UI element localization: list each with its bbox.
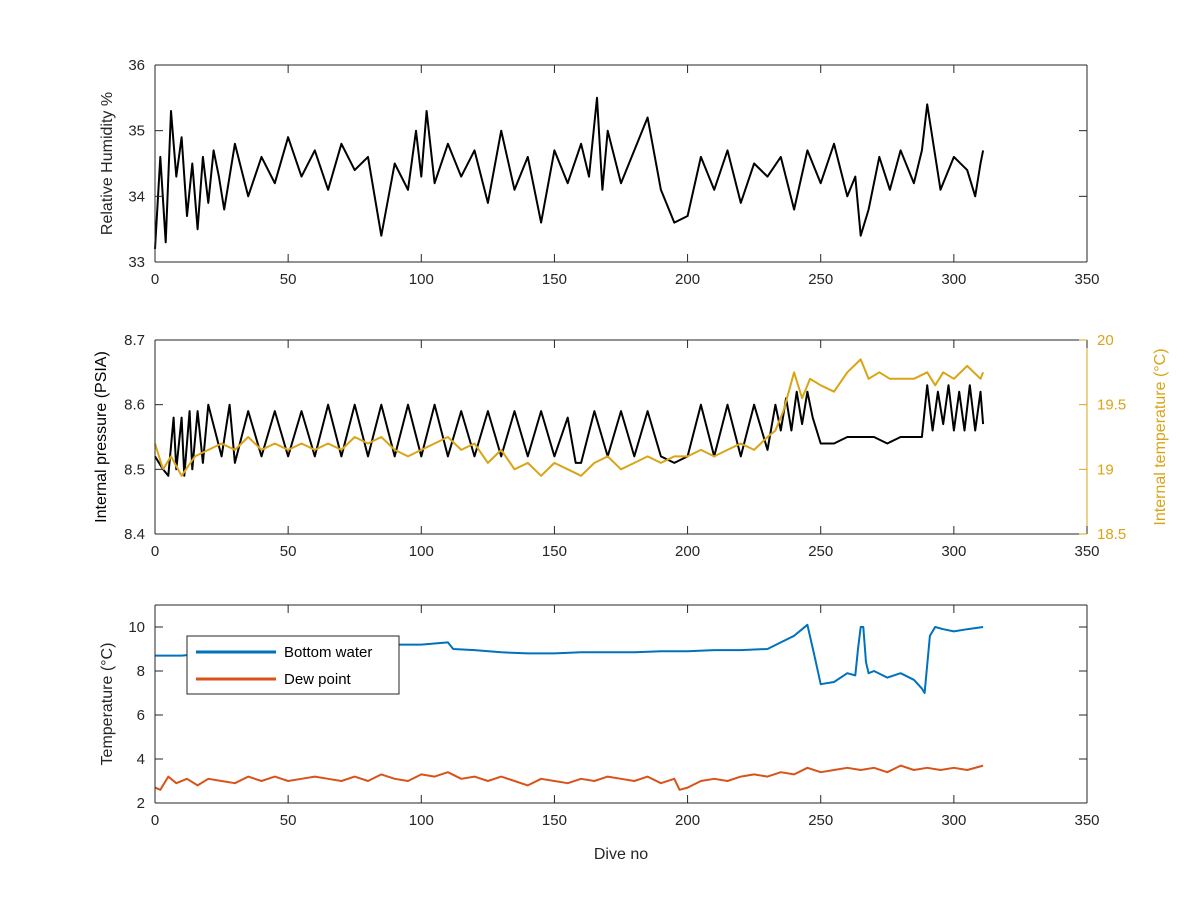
y-tick-label: 4 xyxy=(137,751,145,768)
x-tick-label: 0 xyxy=(151,271,159,288)
y-tick-label: 8.4 xyxy=(124,526,145,543)
x-tick-label: 200 xyxy=(675,812,700,829)
y-tick-label: 8 xyxy=(137,663,145,680)
x-tick-label: 250 xyxy=(808,812,833,829)
x-tick-label: 150 xyxy=(542,543,567,560)
x-tick-label: 50 xyxy=(280,812,297,829)
y2-axis-label: Internal temperature (°C) xyxy=(1152,348,1169,525)
x-tick-label: 150 xyxy=(542,271,567,288)
x-axis-label: Dive no xyxy=(594,846,648,863)
x-tick-label: 350 xyxy=(1074,812,1099,829)
series-line-temperature xyxy=(154,358,985,477)
x-tick-label: 200 xyxy=(675,271,700,288)
y-tick-label: 8.6 xyxy=(124,397,145,414)
x-tick-label: 0 xyxy=(151,543,159,560)
subplot-humidity: 0 50 100 150 200 250 300 350 33 34 35 36 Relative Hu… xyxy=(99,57,1100,288)
y-tick-label: 36 xyxy=(128,57,145,74)
y-tick-label: 10 xyxy=(128,619,145,636)
x-tick-label: 100 xyxy=(409,812,434,829)
y2-tick-label: 19 xyxy=(1097,461,1114,478)
x-tick-label: 350 xyxy=(1074,271,1099,288)
y-tick-label: 34 xyxy=(128,188,145,205)
y-tick-label: 8.7 xyxy=(124,332,145,349)
x-tick-label: 350 xyxy=(1074,543,1099,560)
x-tick-label: 0 xyxy=(151,812,159,829)
x-tick-label: 300 xyxy=(941,271,966,288)
x-tick-label: 100 xyxy=(409,271,434,288)
x-tick-label: 300 xyxy=(941,812,966,829)
y-axis-label: Temperature (°C) xyxy=(99,643,116,766)
legend-box xyxy=(186,635,400,695)
x-tick-label: 250 xyxy=(808,543,833,560)
legend-label-bottom-water: Bottom water xyxy=(284,644,372,661)
x-tick-label: 250 xyxy=(808,271,833,288)
y-tick-label: 35 xyxy=(128,123,145,140)
y2-tick-label: 20 xyxy=(1097,332,1114,349)
y-axis-label: Relative Humidity % xyxy=(99,92,116,235)
legend: Bottom water Dew point xyxy=(186,635,400,695)
x-tick-label: 300 xyxy=(941,543,966,560)
subplot-temperature: 0 50 100 150 200 250 300 350 2 4 6 8 10 Temperature (… xyxy=(99,604,1100,863)
x-tick-label: 150 xyxy=(542,812,567,829)
y-tick-label: 8.5 xyxy=(124,461,145,478)
series-line-humidity xyxy=(154,96,985,249)
y-tick-label: 6 xyxy=(137,707,145,724)
x-tick-label: 200 xyxy=(675,543,700,560)
subplot-pressure: 0 50 100 150 200 250 300 350 8.4 8.5 8.6 8.7 18.5 19 1… xyxy=(93,332,1169,560)
x-tick-label: 50 xyxy=(280,271,297,288)
y-axis-label: Internal pressure (PSIA) xyxy=(93,351,110,523)
y-tick-label: 2 xyxy=(137,795,145,812)
x-tick-label: 50 xyxy=(280,543,297,560)
y2-tick-label: 18.5 xyxy=(1097,526,1126,543)
y2-tick-label: 19.5 xyxy=(1097,397,1126,414)
series-line-dew-point xyxy=(154,764,984,791)
series-line-pressure xyxy=(154,384,985,477)
x-tick-label: 100 xyxy=(409,543,434,560)
legend-label-dew-point: Dew point xyxy=(284,671,352,688)
y-tick-label: 33 xyxy=(128,254,145,271)
